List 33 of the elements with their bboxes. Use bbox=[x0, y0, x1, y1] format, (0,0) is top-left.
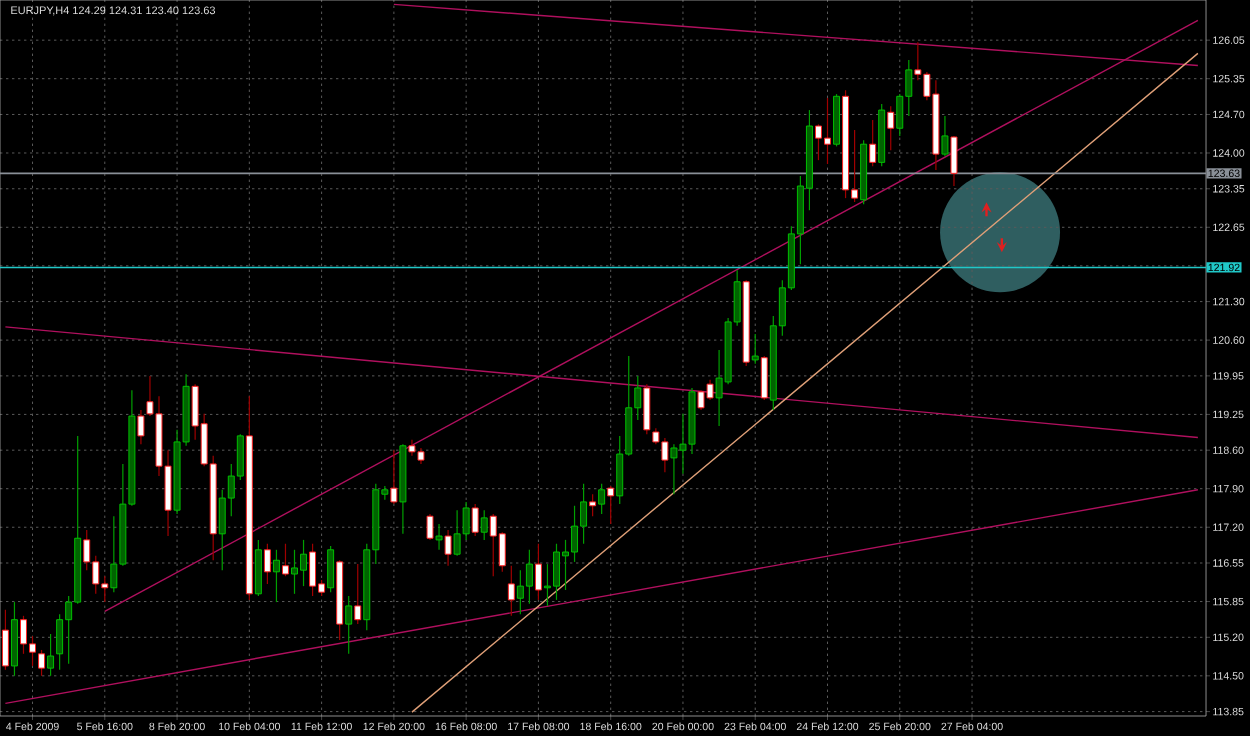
candlestick bbox=[263, 543, 271, 585]
candlestick bbox=[607, 485, 615, 525]
candlestick bbox=[869, 119, 877, 167]
candlestick bbox=[534, 543, 542, 601]
candlestick bbox=[354, 563, 362, 625]
candlestick bbox=[327, 545, 335, 593]
candlestick bbox=[10, 601, 18, 677]
candlestick bbox=[643, 383, 651, 435]
candlestick bbox=[598, 483, 606, 515]
candlestick bbox=[426, 513, 434, 541]
candlestick bbox=[525, 549, 533, 605]
candlestick bbox=[941, 115, 949, 157]
candlestick bbox=[751, 333, 759, 365]
candlestick bbox=[833, 93, 841, 147]
candlestick bbox=[1, 609, 9, 671]
candlestick bbox=[950, 135, 958, 187]
candlestick bbox=[887, 105, 895, 151]
candlestick bbox=[38, 649, 46, 677]
candlestick bbox=[471, 503, 479, 537]
candlestick bbox=[345, 595, 353, 655]
candlestick bbox=[281, 543, 289, 577]
candlestick bbox=[589, 493, 597, 517]
candlestick bbox=[254, 539, 262, 597]
candlestick bbox=[435, 523, 443, 551]
candlestick bbox=[272, 549, 280, 603]
candlestick bbox=[47, 633, 55, 677]
candlestick bbox=[137, 409, 145, 445]
candlestick bbox=[390, 449, 398, 505]
candlestick bbox=[760, 355, 768, 401]
candlestick bbox=[507, 565, 515, 617]
candlestick bbox=[480, 509, 488, 541]
candlestick bbox=[309, 543, 317, 597]
candlestick bbox=[444, 529, 452, 567]
